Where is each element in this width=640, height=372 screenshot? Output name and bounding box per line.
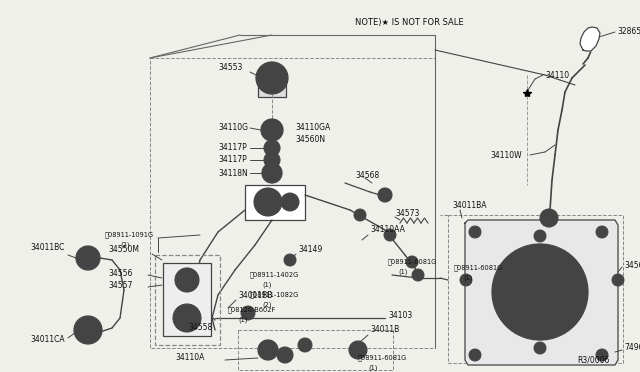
Circle shape — [510, 262, 570, 322]
Circle shape — [83, 253, 93, 263]
Text: (1): (1) — [262, 282, 271, 288]
Circle shape — [245, 310, 251, 316]
Text: ⓝ08911-6081G: ⓝ08911-6081G — [388, 259, 437, 265]
Text: ⓝ08911-1091G: ⓝ08911-1091G — [105, 232, 154, 238]
Text: ⓝ08911-6081G: ⓝ08911-6081G — [454, 265, 503, 271]
Bar — [163, 263, 211, 336]
Circle shape — [241, 306, 255, 320]
Text: 34556: 34556 — [108, 269, 132, 278]
Text: 34011BA: 34011BA — [452, 201, 486, 209]
Circle shape — [264, 346, 272, 354]
Bar — [155, 255, 220, 345]
Text: 34110AA: 34110AA — [370, 225, 405, 234]
Circle shape — [182, 275, 192, 285]
Text: 34149: 34149 — [298, 246, 323, 254]
Circle shape — [284, 254, 296, 266]
Polygon shape — [465, 220, 618, 365]
Text: 34011BC: 34011BC — [30, 244, 65, 253]
Circle shape — [264, 140, 280, 156]
Text: 34117P: 34117P — [218, 155, 247, 164]
Text: (2): (2) — [120, 242, 129, 248]
Circle shape — [412, 269, 424, 281]
Circle shape — [349, 341, 367, 359]
Text: (1): (1) — [398, 269, 408, 275]
Circle shape — [258, 340, 278, 360]
Bar — [150, 58, 435, 348]
Bar — [258, 85, 286, 97]
Circle shape — [384, 229, 396, 241]
Text: 34110W: 34110W — [490, 151, 522, 160]
Bar — [238, 330, 393, 370]
Text: ⓝ08911-1082G: ⓝ08911-1082G — [250, 292, 300, 298]
Text: (1): (1) — [238, 317, 248, 323]
Text: (1): (1) — [463, 275, 472, 281]
Circle shape — [181, 312, 193, 324]
Circle shape — [76, 246, 100, 270]
Bar — [245, 185, 305, 220]
Circle shape — [298, 338, 312, 352]
Circle shape — [281, 193, 299, 211]
Circle shape — [378, 188, 392, 202]
Circle shape — [406, 256, 418, 268]
Circle shape — [256, 62, 288, 94]
Text: 34110G: 34110G — [218, 124, 248, 132]
Text: 34550M: 34550M — [108, 246, 139, 254]
Circle shape — [277, 347, 293, 363]
Text: 34110GA: 34110GA — [295, 124, 330, 132]
Circle shape — [81, 323, 95, 337]
Text: 34110: 34110 — [545, 71, 569, 80]
Circle shape — [264, 70, 280, 86]
Text: 34103: 34103 — [388, 311, 412, 320]
Text: 34557: 34557 — [108, 280, 132, 289]
Circle shape — [596, 226, 608, 238]
Text: Ⓒ08120-B602F: Ⓒ08120-B602F — [228, 307, 276, 313]
Circle shape — [596, 349, 608, 361]
Circle shape — [173, 304, 201, 332]
Bar — [448, 215, 623, 363]
Text: ⓝ08911-1402G: ⓝ08911-1402G — [250, 272, 300, 278]
Circle shape — [534, 342, 546, 354]
Circle shape — [264, 152, 280, 168]
Text: NOTE)★ IS NOT FOR SALE: NOTE)★ IS NOT FOR SALE — [355, 17, 463, 26]
Circle shape — [528, 280, 552, 304]
Circle shape — [492, 244, 588, 340]
Text: 34118N: 34118N — [218, 169, 248, 177]
Text: 34110A: 34110A — [175, 353, 204, 362]
Circle shape — [354, 209, 366, 221]
Text: (2): (2) — [262, 302, 271, 308]
Text: 34560N: 34560N — [295, 135, 325, 144]
Circle shape — [175, 268, 199, 292]
Circle shape — [538, 289, 550, 301]
Text: 34568: 34568 — [355, 170, 380, 180]
Text: 34117P: 34117P — [218, 144, 247, 153]
Text: R3/0006: R3/0006 — [578, 356, 610, 365]
Text: 34565M: 34565M — [624, 260, 640, 269]
Polygon shape — [580, 27, 600, 51]
Circle shape — [540, 209, 558, 227]
Text: 34558: 34558 — [188, 324, 212, 333]
Text: 34553: 34553 — [218, 64, 243, 73]
Circle shape — [254, 188, 282, 216]
Text: 34011CA: 34011CA — [30, 336, 65, 344]
Text: ⓝ08911-6081G: ⓝ08911-6081G — [358, 355, 407, 361]
Circle shape — [354, 346, 362, 354]
Text: 34011BB: 34011BB — [238, 291, 273, 299]
Circle shape — [469, 349, 481, 361]
Circle shape — [469, 226, 481, 238]
Text: 74966X: 74966X — [624, 343, 640, 353]
Circle shape — [612, 274, 624, 286]
Text: 32865: 32865 — [617, 28, 640, 36]
Text: 34011B: 34011B — [370, 326, 399, 334]
Circle shape — [262, 163, 282, 183]
Text: (1): (1) — [368, 365, 378, 371]
Text: 34573: 34573 — [395, 208, 419, 218]
Circle shape — [261, 119, 283, 141]
Circle shape — [534, 230, 546, 242]
Circle shape — [74, 316, 102, 344]
Circle shape — [460, 274, 472, 286]
